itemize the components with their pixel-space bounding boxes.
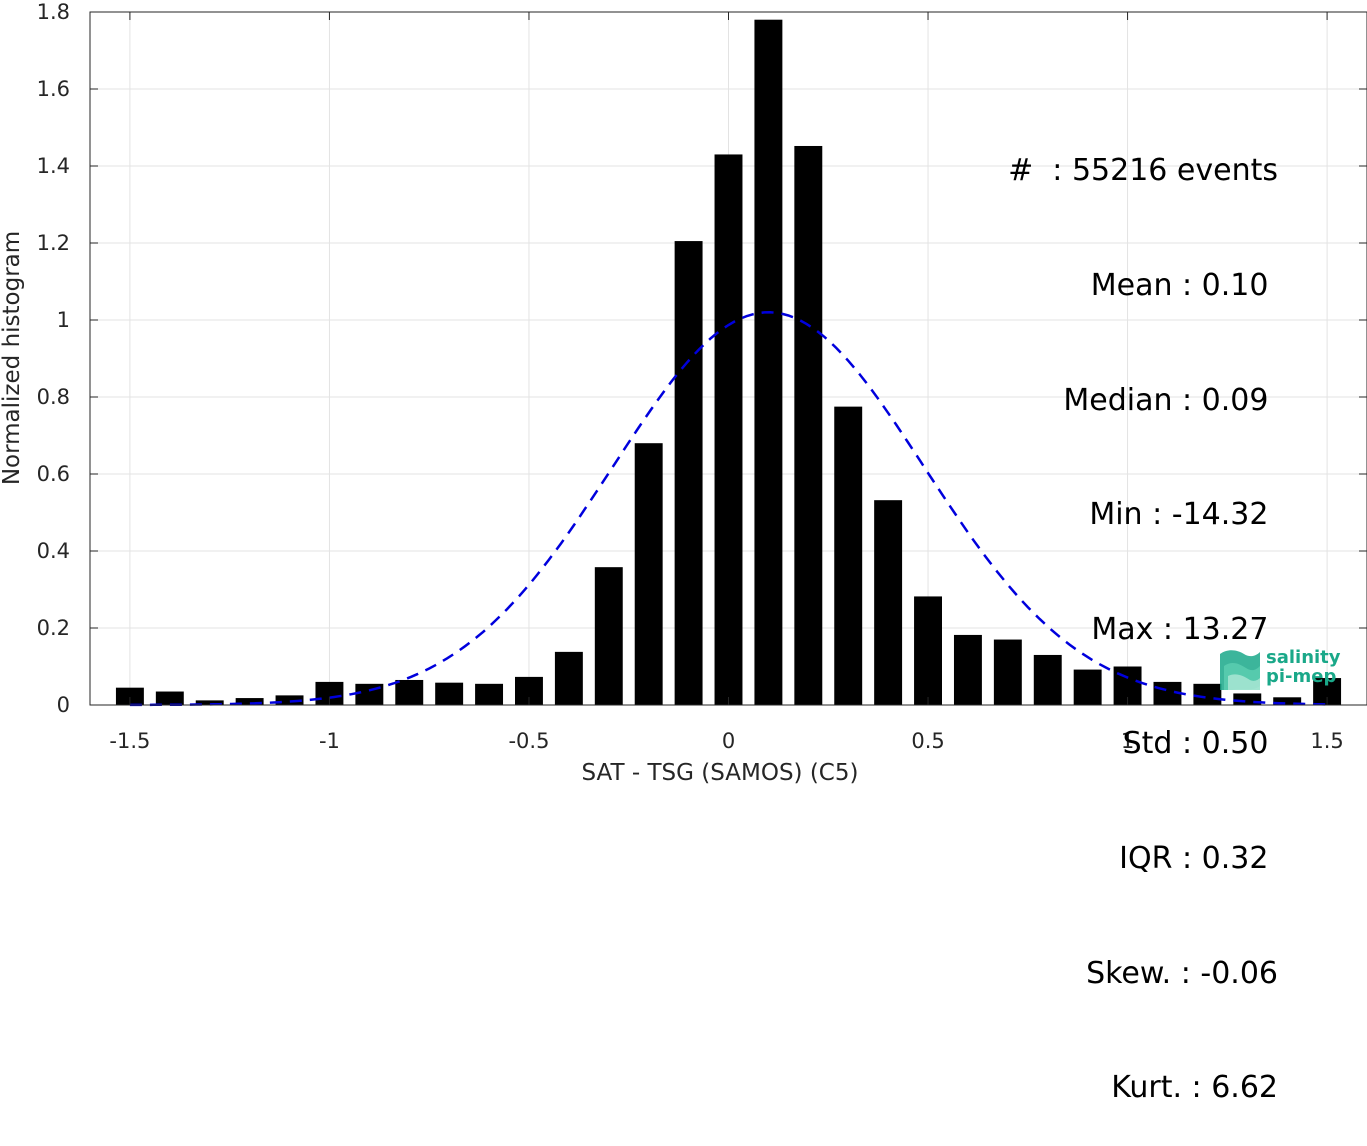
x-tick-label: -1.5 <box>109 729 150 753</box>
histogram-chart: -1.5 -1 -0.5 0 0.5 1 1.5 0 0.2 0.4 0.6 0.8 1 1.2 1.4 1… <box>0 0 1367 785</box>
stats-median: Median : 0.09 <box>1063 382 1278 418</box>
y-tick-label: 0.2 <box>37 616 70 640</box>
histogram-bar <box>155 691 184 705</box>
y-axis-label: Normalized histogram <box>0 231 25 485</box>
histogram-bar <box>754 19 783 705</box>
salinity-pimep-logo: salinity pi-mep <box>1216 646 1346 696</box>
histogram-bar <box>874 500 903 705</box>
stats-std: Std : 0.50 <box>1122 726 1278 762</box>
x-tick-label: -0.5 <box>508 729 549 753</box>
y-axis-ticks: 0 0.2 0.4 0.6 0.8 1 1.2 1.4 1.6 1.8 <box>37 0 1367 717</box>
x-tick-label: -1 <box>319 729 340 753</box>
logo-line2: pi-mep <box>1266 666 1337 687</box>
histogram-bar <box>1033 654 1062 705</box>
histogram-bar <box>315 681 344 705</box>
histogram-bar <box>674 241 703 705</box>
x-tick-label: 1 <box>1121 729 1134 753</box>
histogram-bar <box>235 698 264 705</box>
stats-mean: Mean : 0.10 <box>1090 268 1278 304</box>
histogram-bar <box>794 145 823 706</box>
x-tick-label: 0.5 <box>911 729 944 753</box>
stats-max: Max : 13.27 <box>1091 611 1278 647</box>
histogram-bar <box>594 567 623 705</box>
y-tick-label: 0.4 <box>37 539 70 563</box>
histogram-bar <box>1073 669 1102 705</box>
stats-skew: Skew. : -0.06 <box>1086 955 1278 991</box>
logo-line1: salinity <box>1266 647 1341 668</box>
logo-text: salinity pi-mep <box>1266 648 1341 686</box>
y-tick-label: 1.2 <box>37 231 70 255</box>
x-tick-label: 1.5 <box>1310 729 1343 753</box>
histogram-bar <box>435 682 464 705</box>
histogram-bar <box>1233 693 1262 705</box>
x-axis-label: SAT - TSG (SAMOS) (C5) <box>582 760 859 785</box>
y-tick-label: 0 <box>57 693 70 717</box>
y-tick-label: 1.4 <box>37 154 70 178</box>
histogram-bar <box>914 596 942 705</box>
histogram-bar <box>953 634 982 705</box>
x-axis-ticks: -1.5 -1 -0.5 0 0.5 1 1.5 <box>109 12 1344 753</box>
normal-fit-curve <box>129 311 1328 707</box>
y-tick-label: 1 <box>57 308 70 332</box>
histogram-bar <box>275 695 304 705</box>
histogram-bar <box>993 639 1022 705</box>
y-tick-label: 1.6 <box>37 77 70 101</box>
histogram-bar <box>834 406 863 705</box>
y-tick-label: 0.6 <box>37 462 70 486</box>
histogram-bar <box>554 651 583 705</box>
histogram-bar <box>1273 697 1302 705</box>
histogram-bar <box>714 154 743 705</box>
stats-box: # : 55216 events Mean : 0.10 Median : 0.… <box>1008 76 1278 1146</box>
histogram-bar <box>475 683 504 705</box>
histogram-bars <box>115 19 1342 706</box>
y-tick-label: 1.8 <box>37 0 70 24</box>
histogram-bar <box>634 443 663 705</box>
histogram-bar <box>195 700 224 705</box>
y-tick-label: 0.8 <box>37 385 70 409</box>
stats-iqr: IQR : 0.32 <box>1119 841 1278 877</box>
histogram-bar <box>115 687 144 705</box>
stats-events: # : 55216 events <box>1008 153 1278 189</box>
stats-kurt: Kurt. : 6.62 <box>1111 1070 1278 1106</box>
wave-logo-icon <box>1220 650 1260 690</box>
stats-min: Min : -14.32 <box>1089 497 1278 533</box>
histogram-bar <box>395 679 424 705</box>
x-tick-label: 0 <box>722 729 735 753</box>
